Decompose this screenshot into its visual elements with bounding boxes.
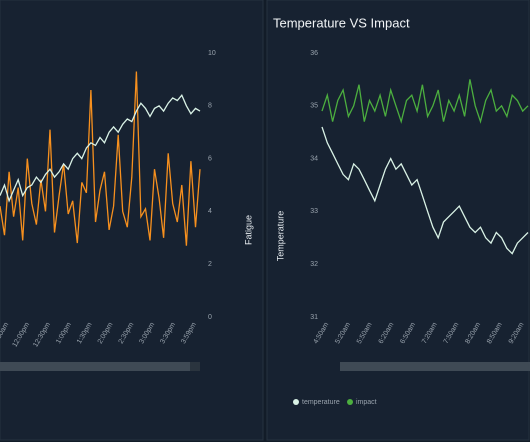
y-tick-label: 6 bbox=[208, 155, 212, 162]
y-tick-label: 34 bbox=[310, 155, 318, 162]
data-line bbox=[321, 79, 529, 124]
y-tick-label: 8 bbox=[208, 103, 212, 110]
y-tick-label: 2 bbox=[208, 261, 212, 268]
y-axis-label: Fatigue bbox=[243, 215, 253, 245]
y-tick-label: 10 bbox=[208, 50, 216, 57]
right-panel bbox=[266, 0, 530, 441]
y-tick-label: 4 bbox=[208, 208, 212, 215]
scrollbar[interactable] bbox=[340, 362, 530, 371]
y-tick-label: 31 bbox=[310, 314, 318, 321]
data-line bbox=[321, 126, 529, 255]
y-tick-label: 35 bbox=[310, 103, 318, 110]
data-line bbox=[0, 71, 201, 246]
legend-label[interactable]: temperature bbox=[302, 399, 340, 406]
y-tick-label: 0 bbox=[208, 314, 212, 321]
y-tick-label: 33 bbox=[310, 208, 318, 215]
scroll-handle[interactable] bbox=[190, 362, 200, 371]
legend-label[interactable]: impact bbox=[356, 399, 377, 406]
y-axis-label: Temperature bbox=[275, 211, 285, 262]
left-panel bbox=[0, 0, 264, 441]
y-tick-label: 36 bbox=[310, 50, 318, 57]
legend-marker bbox=[293, 399, 299, 405]
scrollbar[interactable] bbox=[0, 362, 200, 371]
y-tick-label: 32 bbox=[310, 261, 318, 268]
chart-title: Temperature VS Impact bbox=[273, 15, 410, 30]
legend-marker bbox=[347, 399, 353, 405]
data-line bbox=[0, 93, 201, 203]
